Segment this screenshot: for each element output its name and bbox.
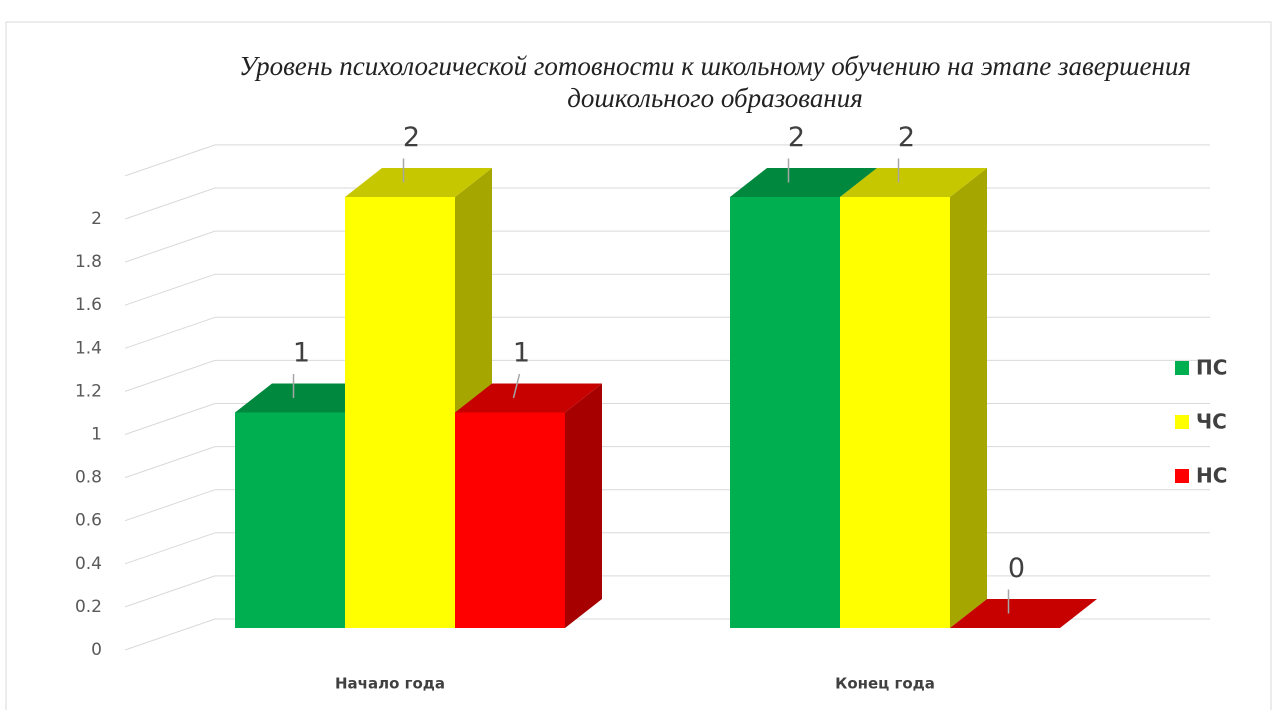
y-tick-label: 0.2 [75,597,102,617]
legend-label: ЧС [1196,410,1227,434]
bar-side [565,383,602,628]
legend-label: ПС [1196,356,1227,380]
y-tick-label: 0 [91,640,102,660]
legend-swatch [1175,415,1189,429]
data-label: 0 [1008,553,1025,584]
x-tick-label: Начало года [335,675,445,693]
grid-line [124,230,216,263]
y-tick-label: 0.6 [75,511,102,531]
legend-swatch [1175,469,1189,483]
y-tick-label: 0.8 [75,468,102,488]
y-tick-label: 0.4 [75,554,102,574]
grid-line [124,403,216,435]
grid-line [124,532,216,565]
bar-top [950,599,1097,628]
grid-line [124,273,216,306]
grid-line [124,575,216,608]
chart-title: Уровень психологической готовности к шко… [239,51,1191,113]
data-label: 2 [788,122,805,153]
y-tick-label: 2 [91,209,102,229]
bar-top [840,168,987,197]
data-label: 2 [898,122,915,153]
bar-side [950,168,987,628]
grid-line [124,144,216,177]
bar [840,168,987,628]
bar-top [345,168,492,197]
bar [455,383,602,628]
data-label: 1 [513,338,530,369]
chart-border [5,21,1272,710]
bar-front [730,197,840,628]
grid-line [124,316,216,349]
bar-front [840,197,950,628]
y-tick-label: 1.8 [75,252,102,272]
bar-top [730,168,877,197]
data-label: 1 [293,338,310,369]
y-tick-label: 1.4 [75,338,102,358]
y-tick-label: 1.2 [75,381,102,401]
y-tick-label: 1 [91,425,102,445]
bar-top [455,383,602,413]
legend-swatch [1175,361,1189,375]
x-tick-label: Конец года [835,675,935,693]
bar-front [345,197,455,628]
bar [950,599,1097,628]
grid-line [124,187,216,220]
legend-label: НС [1196,464,1227,488]
bar-front [235,412,345,628]
y-tick-label: 1.6 [75,295,102,315]
data-label: 2 [403,122,420,153]
leader-line [512,373,521,399]
grid-line [124,359,216,392]
bar-front [455,412,565,628]
grid-line [124,489,216,522]
grid-line [124,446,216,479]
grid-line [124,618,216,651]
